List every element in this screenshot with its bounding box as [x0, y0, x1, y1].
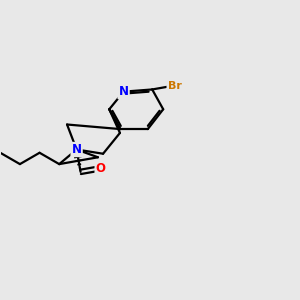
Text: O: O	[96, 162, 106, 175]
Text: N: N	[118, 85, 129, 98]
Text: Br: Br	[168, 80, 182, 91]
Text: N: N	[72, 143, 82, 156]
